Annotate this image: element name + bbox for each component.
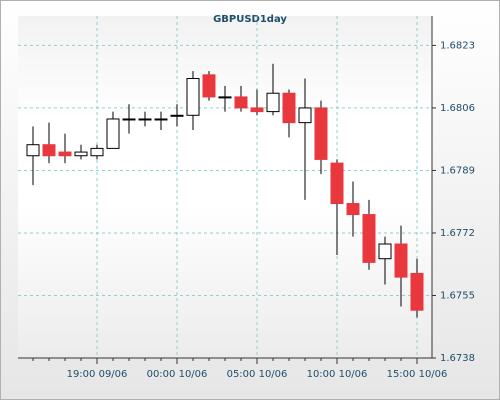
candle-body bbox=[314, 107, 328, 160]
candle-body bbox=[282, 92, 296, 124]
candle-body bbox=[378, 243, 392, 260]
candle-body bbox=[186, 78, 200, 116]
candle-body bbox=[330, 162, 344, 205]
candle-body bbox=[250, 107, 264, 113]
y-tick-label: 1.6755 bbox=[440, 290, 475, 301]
candle-body bbox=[346, 203, 360, 216]
candle-body bbox=[74, 151, 88, 157]
candle-body bbox=[122, 118, 136, 121]
candle-body bbox=[394, 243, 408, 278]
candle-body bbox=[90, 147, 104, 157]
y-tick-label: 1.6738 bbox=[440, 353, 475, 364]
candle-body bbox=[42, 144, 56, 157]
y-tick-label: 1.6789 bbox=[440, 165, 475, 176]
x-tick-label: 00:00 10/06 bbox=[147, 369, 208, 380]
candle-body bbox=[58, 151, 72, 157]
y-tick-label: 1.6823 bbox=[440, 40, 475, 51]
candle-body bbox=[106, 118, 120, 149]
candle-body bbox=[170, 114, 184, 117]
x-tick-label: 10:00 10/06 bbox=[307, 369, 368, 380]
candle-body bbox=[154, 118, 168, 121]
candle-body bbox=[298, 107, 312, 124]
x-tick-label: 19:00 09/06 bbox=[67, 369, 128, 380]
plot-area bbox=[18, 16, 432, 358]
candle-body bbox=[218, 96, 232, 99]
y-tick-label: 1.6806 bbox=[440, 103, 475, 114]
chart-title: GBPUSD1day bbox=[213, 14, 287, 25]
candle-body bbox=[138, 118, 152, 121]
y-tick-label: 1.6772 bbox=[440, 228, 475, 239]
candle-body bbox=[410, 272, 424, 311]
candle-body bbox=[26, 144, 40, 157]
candle-body bbox=[362, 214, 376, 263]
candle-body bbox=[202, 74, 216, 98]
candle-body bbox=[234, 96, 248, 109]
x-tick-label: 05:00 10/06 bbox=[227, 369, 288, 380]
candle-body bbox=[266, 92, 280, 113]
x-tick-label: 15:00 10/06 bbox=[387, 369, 448, 380]
